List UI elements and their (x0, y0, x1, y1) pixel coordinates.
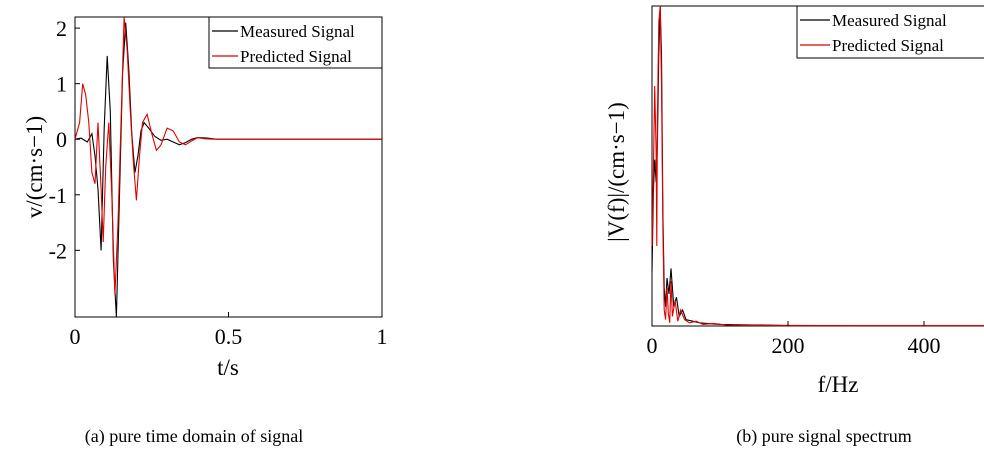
caption-a: (a) pure time domain of signal (85, 426, 303, 447)
x-axis-label-b: f/Hz (818, 372, 859, 397)
x-axis-label-a: t/s (217, 355, 239, 380)
spectrum-chart: 0 200 400 f/Hz |V(f)|/(cm·s−1) Measured Si… (604, 5, 984, 447)
x-tick-label-b: 200 (772, 333, 805, 358)
y-axis-label-b: |V(f)|/(cm·s−1) (604, 102, 629, 242)
legend-label-predicted-b: Predicted Signal (832, 36, 944, 55)
y-tick-label-a: -1 (49, 183, 67, 208)
x-tick-label-b: 400 (908, 333, 941, 358)
legend-box-b (796, 5, 984, 59)
ticks-a: 0 0.5 1 2 1 0 -1 -2 (49, 16, 388, 349)
time-domain-chart: 0 0.5 1 2 1 0 -1 -2 t/s v/(cm·s−1) Measured Sig… (22, 16, 388, 447)
legend-b: Measured Signal Predicted Signal (796, 5, 984, 59)
x-tick-label-a: 0.5 (215, 324, 243, 349)
plot-frame-b (651, 5, 984, 327)
y-tick-label-a: 2 (56, 16, 67, 41)
legend-box-a (208, 16, 383, 69)
plot-marks-b (651, 5, 984, 327)
y-axis-label-a: v/(cm·s−1) (22, 116, 47, 218)
x-tick-label-a: 1 (377, 324, 388, 349)
y-tick-label-a: 1 (56, 72, 67, 97)
legend-label-predicted-a: Predicted Signal (240, 47, 352, 66)
legend-label-measured-a: Measured Signal (240, 22, 355, 41)
legend-a: Measured Signal Predicted Signal (208, 16, 383, 69)
x-tick-label-b: 0 (647, 333, 658, 358)
y-tick-label-a: -2 (49, 238, 67, 263)
x-tick-label-a: 0 (70, 324, 81, 349)
series-line-predicted-b (651, 5, 984, 327)
caption-b: (b) pure signal spectrum (736, 426, 911, 447)
plot-marks-a (74, 16, 382, 318)
ticks-b: 0 200 400 (647, 321, 941, 358)
y-tick-label-a: 0 (56, 127, 67, 152)
legend-label-measured-b: Measured Signal (832, 11, 947, 30)
series-line-predicted-a (74, 16, 382, 295)
